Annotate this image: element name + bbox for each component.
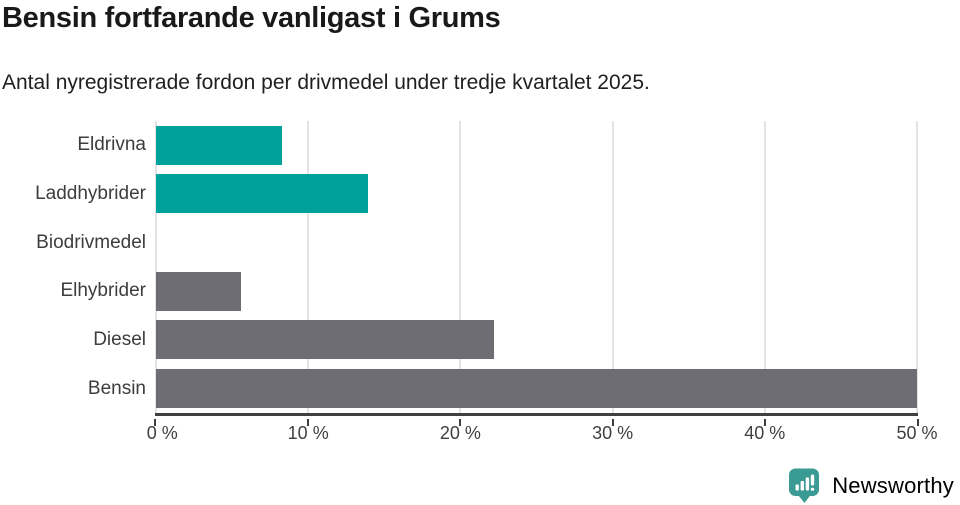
chart-subtitle: Antal nyregistrerade fordon per drivmede… — [2, 71, 650, 94]
x-tick-label-30: 30 % — [592, 423, 634, 443]
x-tick-label-50: 50 % — [896, 423, 938, 443]
chart-row: Diesel — [0, 316, 917, 365]
x-tick-0 — [154, 419, 156, 426]
x-tick-50 — [917, 419, 919, 426]
chart-row: Elhybrider — [0, 267, 917, 316]
chart-gridlines — [155, 121, 918, 413]
category-label-diesel: Diesel — [93, 328, 146, 350]
chart-row: Bensin — [0, 364, 917, 413]
bar-track — [156, 223, 917, 262]
chart-rows: Eldrivna Laddhybrider Biodrivmedel Elhybrid… — [0, 121, 917, 413]
x-tick-label-10: 10 % — [287, 423, 329, 443]
category-label-eldrivna: Eldrivna — [77, 134, 146, 156]
x-tick-label-20: 20 % — [439, 423, 481, 443]
chart-row: Laddhybrider — [0, 170, 917, 219]
bar-track — [156, 174, 917, 214]
chart-row: Eldrivna — [0, 121, 917, 170]
bar-chart: Eldrivna Laddhybrider Biodrivmedel Elhybrid… — [0, 121, 960, 461]
bar-bensin — [156, 369, 917, 409]
category-label-bensin: Bensin — [87, 377, 146, 399]
gridline-20 — [459, 121, 462, 413]
gridline-40 — [763, 121, 766, 413]
bar-track — [156, 271, 917, 311]
category-label-laddhybrider: Laddhybrider — [35, 182, 146, 204]
newsworthy-icon — [789, 468, 820, 503]
gridline-30 — [611, 121, 614, 413]
x-tick-label-0: 0 % — [146, 423, 178, 443]
category-label-biodrivmedel: Biodrivmedel — [36, 231, 146, 253]
x-tick-20 — [459, 419, 462, 426]
x-tick-40 — [764, 419, 767, 426]
category-label-elhybrider: Elhybrider — [60, 280, 146, 302]
bar-track — [156, 320, 917, 360]
x-tick-10 — [306, 419, 309, 426]
bar-eldrivna — [156, 125, 283, 165]
chart-row: Biodrivmedel — [0, 218, 917, 267]
bar-diesel — [156, 320, 494, 360]
gridline-50 — [916, 121, 918, 413]
bar-track — [156, 369, 917, 409]
gridline-0 — [155, 121, 157, 413]
bar-laddhybrider — [156, 174, 368, 214]
x-tick-label-40: 40 % — [744, 423, 786, 443]
x-axis-labels: 0 % 10 % 20 % 30 % 40 % 50 % — [147, 423, 938, 449]
chart-title: Bensin fortfarande vanligast i Grums — [2, 2, 501, 34]
x-axis — [154, 413, 919, 426]
newsworthy-wordmark: Newsworthy — [832, 472, 954, 498]
gridline-10 — [307, 121, 310, 413]
bar-track — [156, 125, 917, 165]
newsworthy-logo: Newsworthy — [787, 467, 954, 504]
x-tick-30 — [611, 419, 614, 426]
bar-elhybrider — [156, 271, 242, 311]
